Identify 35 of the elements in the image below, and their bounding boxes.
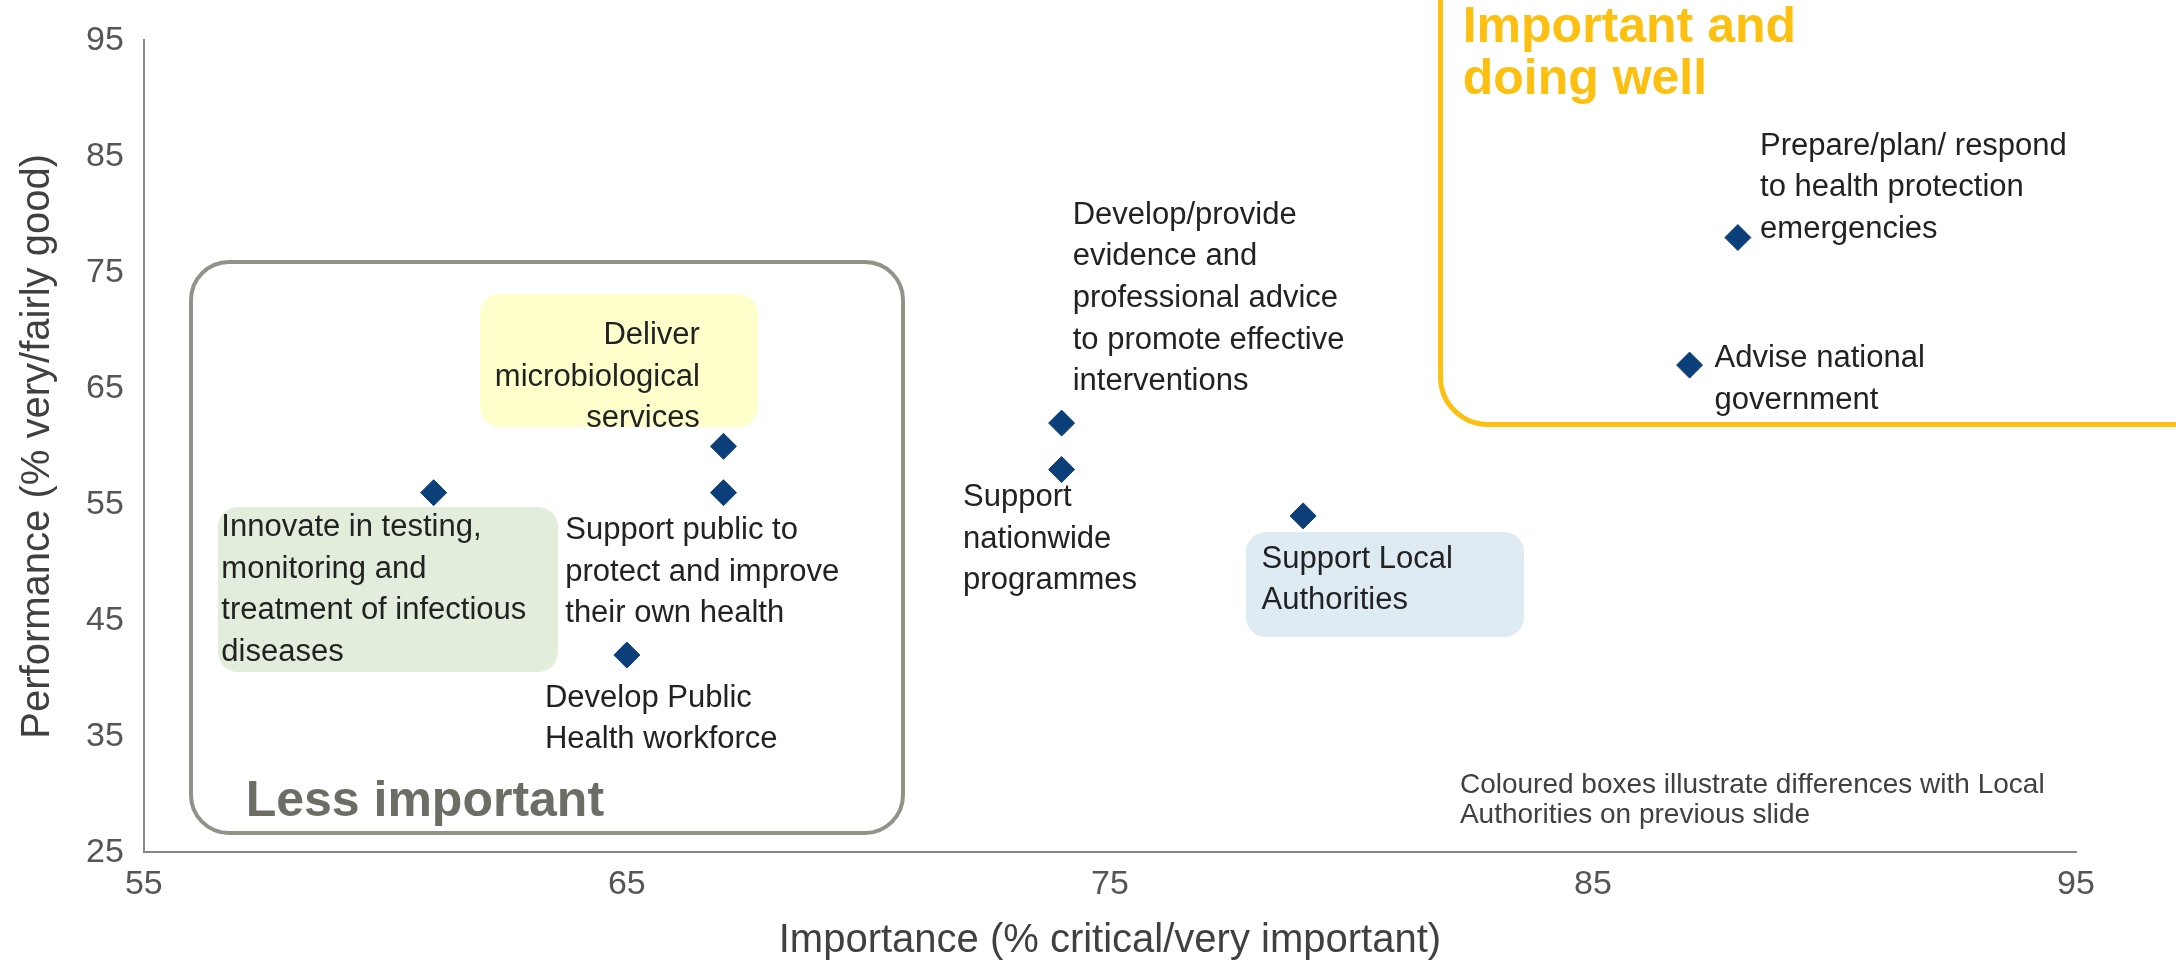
y-tick-label: 35 bbox=[85, 714, 124, 753]
annotation: Coloured boxes illustrate differences with Local Authorities on previous slide bbox=[1459, 768, 2045, 829]
annotation: Develop Public Health workforce bbox=[544, 678, 778, 756]
point bbox=[1048, 455, 1076, 483]
y-tick-label: 25 bbox=[85, 830, 124, 869]
y-tick-label: 75 bbox=[85, 250, 124, 289]
y-axis-title: Performance (% very/fairly good) bbox=[13, 153, 58, 739]
y-tick-label: 65 bbox=[85, 366, 124, 405]
annotation: Deliver microbiological services bbox=[494, 316, 700, 435]
y-tick-label: 45 bbox=[85, 598, 124, 637]
point bbox=[709, 479, 737, 507]
annotation: Develop/provide evidence and professional advice to promote effective interventions bbox=[1072, 195, 1345, 398]
x-tick-label: 75 bbox=[1091, 862, 1129, 901]
point bbox=[613, 641, 641, 669]
annotation: Prepare/plan/ respond to health protection emergencies bbox=[1760, 126, 2067, 246]
annotation: Support public to protect and improve their own health bbox=[565, 510, 840, 630]
point bbox=[1048, 409, 1076, 437]
y-tick-label: 95 bbox=[85, 18, 124, 57]
x-tick-label: 55 bbox=[124, 862, 163, 901]
point bbox=[1289, 502, 1317, 530]
point bbox=[420, 479, 448, 507]
annotation: Less important bbox=[245, 770, 605, 827]
point bbox=[1724, 224, 1752, 252]
y-tick-label: 55 bbox=[85, 482, 124, 521]
x-tick-label: 85 bbox=[1574, 862, 1612, 901]
annotation: Support nationwide programmes bbox=[963, 478, 1138, 597]
annotation: Support Local Authorities bbox=[1261, 539, 1453, 617]
point bbox=[1676, 351, 1704, 379]
y-tick-label: 85 bbox=[85, 134, 124, 173]
point bbox=[709, 432, 737, 460]
x-tick-label: 95 bbox=[2057, 862, 2095, 901]
x-axis-title: Importance (% critical/very important) bbox=[778, 916, 1442, 961]
annotation: Important and doing well bbox=[1462, 0, 1797, 106]
x-tick-label: 65 bbox=[607, 862, 646, 901]
annotation: Advise national government bbox=[1714, 338, 1925, 416]
